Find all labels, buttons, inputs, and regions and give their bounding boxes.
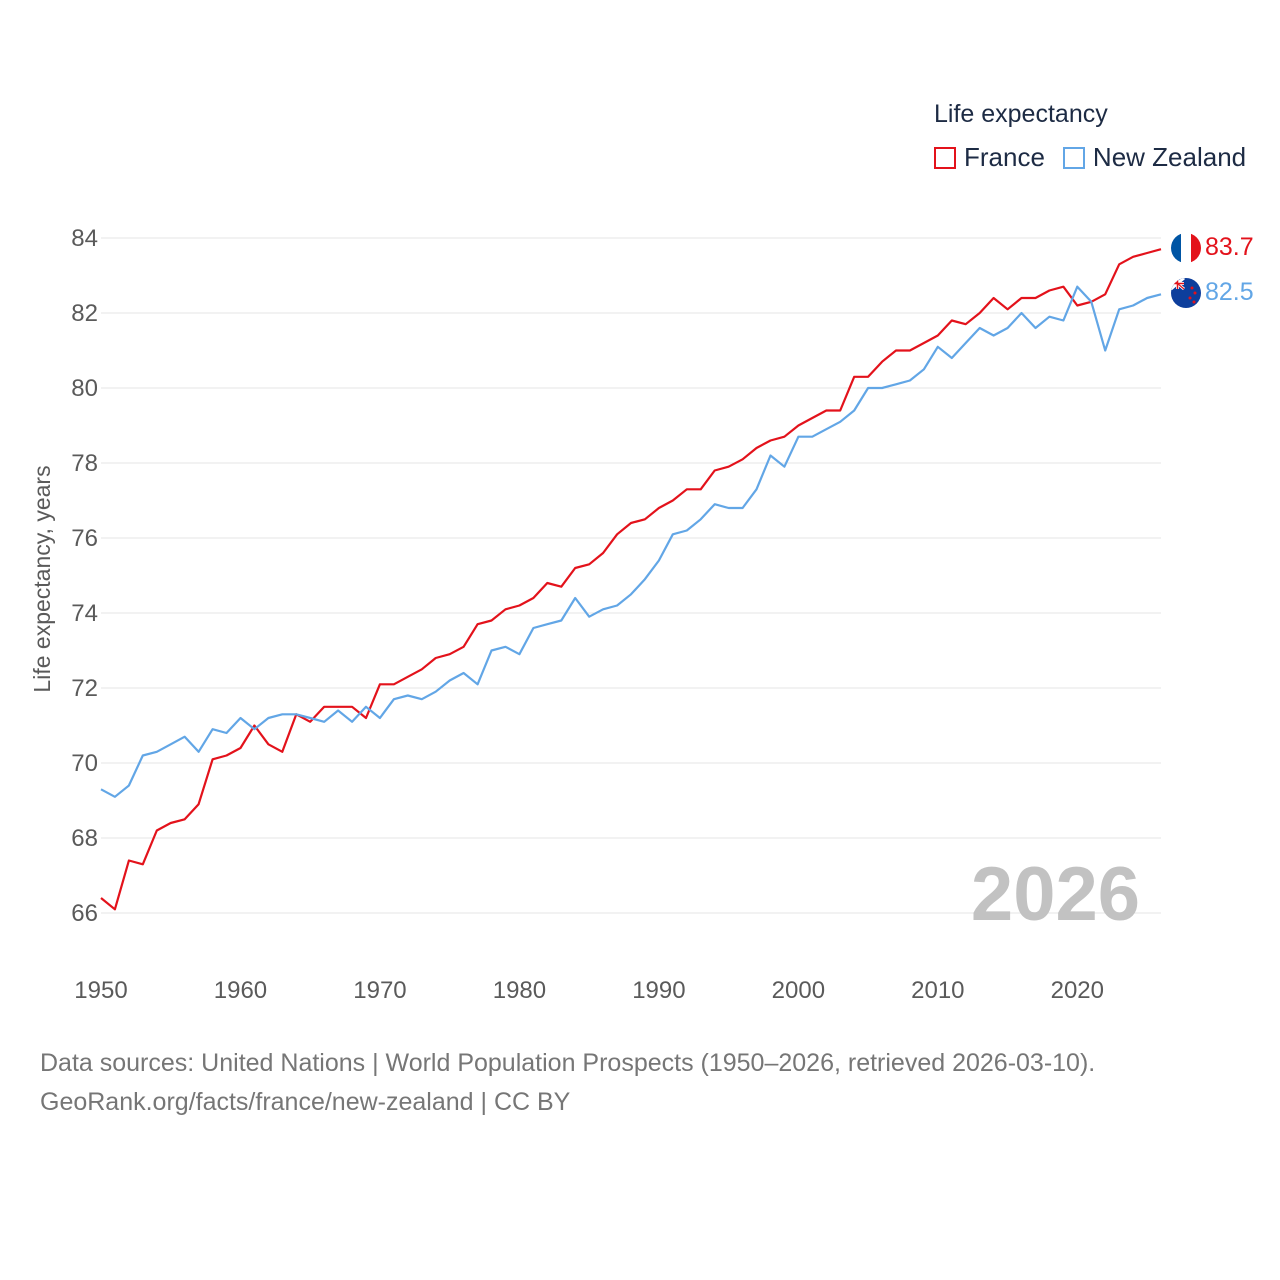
y-tick-label: 76 [71,525,98,552]
y-tick-label: 66 [71,900,98,927]
footer: Data sources: United Nations | World Pop… [40,1044,1095,1122]
x-tick-label: 2010 [911,977,964,1004]
x-tick-label: 1960 [214,977,267,1004]
footer-link[interactable]: GeoRank.org/facts/france/new-zealand | C… [40,1088,571,1116]
y-tick-label: 74 [71,600,98,627]
footer-sources: Data sources: United Nations | World Pop… [40,1049,1096,1077]
x-tick-label: 2020 [1051,977,1104,1004]
france-end-label: 83.7 [1205,233,1254,261]
y-tick-label: 82 [71,300,98,327]
france-flag-icon [1171,233,1201,263]
series-lines [100,248,1162,911]
x-tick-label: 1990 [632,977,685,1004]
y-axis: 66 68 70 72 74 76 78 80 82 84 [71,225,98,927]
x-tick-label: 1970 [353,977,406,1004]
y-tick-label: 80 [71,375,98,402]
new-zealand-end-label: 82.5 [1205,278,1254,306]
x-tick-label: 1950 [74,977,127,1004]
legend-item-france[interactable]: France [934,142,1045,173]
new-zealand-flag-icon [1171,278,1201,308]
legend: France New Zealand [934,142,1264,173]
x-tick-label: 1980 [493,977,546,1004]
y-tick-label: 84 [71,225,98,252]
x-tick-label: 2000 [772,977,825,1004]
y-axis-title: Life expectancy, years [29,465,55,692]
legend-title: Life expectancy [934,100,1108,128]
y-tick-label: 72 [71,675,98,702]
series-line-france [100,248,1162,911]
gridlines [101,237,1161,914]
x-axis: 1950 1960 1970 1980 1990 2000 2010 2020 [74,977,1104,1004]
y-tick-label: 70 [71,750,98,777]
legend-label-new-zealand: New Zealand [1092,142,1247,172]
y-tick-label: 68 [71,825,98,852]
legend-swatch-new-zealand [1062,146,1085,169]
series-line-new-zealand [100,285,1162,798]
y-tick-label: 78 [71,450,98,477]
year-watermark: 2026 [971,852,1140,937]
legend-swatch-france [934,146,956,169]
legend-item-new-zealand[interactable]: New Zealand [1062,142,1247,173]
legend-label-france: France [964,142,1045,172]
